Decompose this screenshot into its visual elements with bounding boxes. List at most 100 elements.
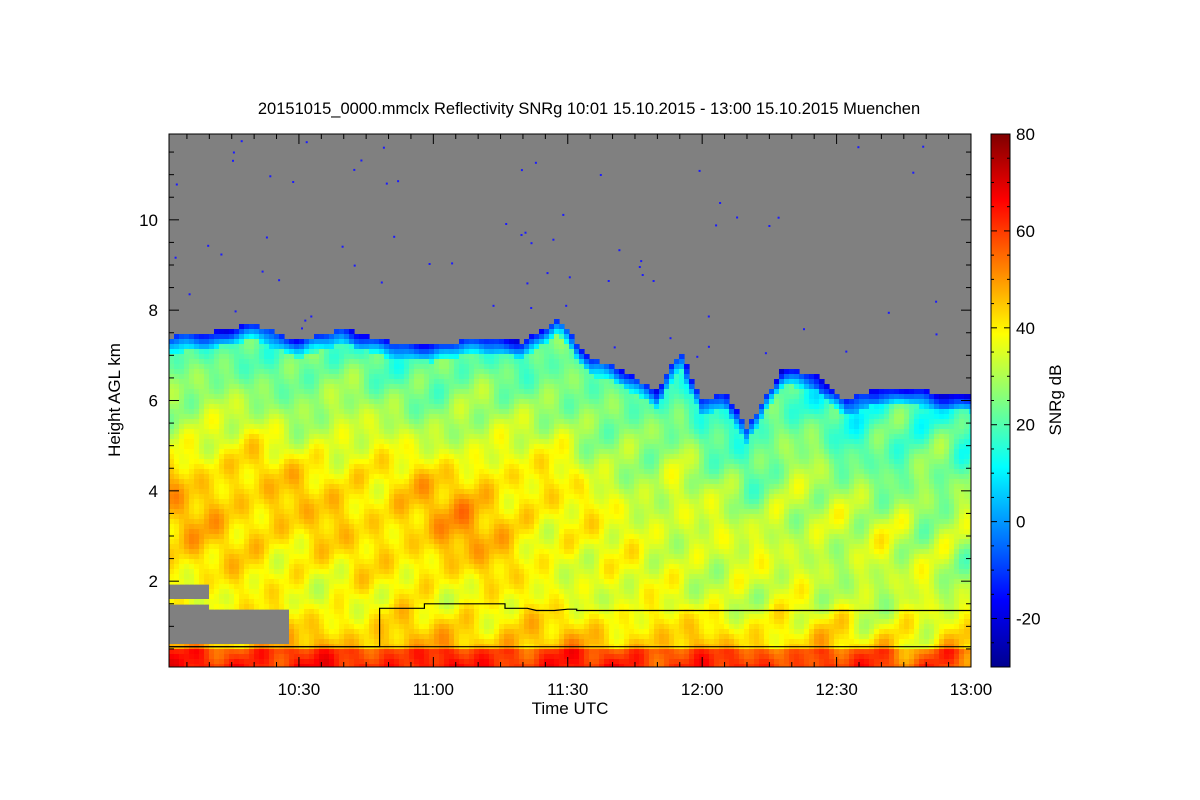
noise-pixel <box>310 315 313 318</box>
reflectivity-field <box>169 319 971 667</box>
noise-pixel <box>768 225 771 227</box>
y-axis-label: Height AGL km <box>105 343 124 457</box>
noise-pixel <box>534 161 537 164</box>
noise-pixel <box>397 180 400 183</box>
noise-pixels <box>174 140 938 358</box>
noise-pixel <box>696 355 699 358</box>
x-tick-label: 11:30 <box>547 680 588 699</box>
noise-pixel <box>261 270 264 273</box>
y-tick-label: 8 <box>149 301 158 320</box>
noise-pixel <box>220 253 223 256</box>
noise-pixel <box>652 280 655 282</box>
noise-pixel <box>232 159 234 162</box>
x-tick-label: 12:30 <box>815 680 858 699</box>
colorbar-tick-label: 0 <box>1016 513 1025 532</box>
noise-pixel <box>922 145 925 148</box>
noise-pixel <box>552 238 555 241</box>
y-tick-label: 10 <box>139 211 158 230</box>
noise-pixel <box>451 262 454 265</box>
noise-pixel <box>524 231 527 234</box>
noise-pixel <box>530 242 533 245</box>
noise-pixel <box>492 304 495 307</box>
line-series-layer <box>169 603 971 648</box>
noise-pixel <box>530 307 533 309</box>
x-axis-label: Time UTC <box>532 699 609 718</box>
chart-title: 20151015_0000.mmclx Reflectivity SNRg 10… <box>258 100 920 118</box>
x-tick-label: 10:30 <box>278 680 321 699</box>
noise-pixel <box>607 280 610 282</box>
noise-pixel <box>385 182 388 185</box>
colorbar: -20 0 20 40 60 80 SNRg dB <box>990 125 1065 668</box>
colorbar-tick-label: 20 <box>1016 416 1035 435</box>
noise-pixel <box>234 310 237 313</box>
x-tick-label: 11:00 <box>413 680 454 699</box>
noise-pixel <box>565 304 568 307</box>
y-tick-label: 2 <box>149 572 158 591</box>
noise-pixel <box>715 224 718 227</box>
noise-pixel <box>360 159 363 162</box>
noise-pixel <box>301 327 303 330</box>
noise-pixel <box>188 293 191 296</box>
noise-pixel <box>707 345 710 348</box>
noise-pixel <box>707 315 710 318</box>
noise-pixel <box>613 346 616 349</box>
noise-pixel <box>562 213 565 216</box>
series-line-1 <box>169 603 971 648</box>
noise-pixel <box>777 216 780 219</box>
y-tick-label: 4 <box>149 482 158 501</box>
colorbar-tick-label: 80 <box>1016 125 1035 144</box>
noise-pixel <box>353 168 356 171</box>
noise-pixel <box>618 249 621 252</box>
noise-pixel <box>428 263 431 265</box>
noise-pixel <box>568 276 571 279</box>
noise-pixel <box>269 175 272 178</box>
colorbar-tick-label: 40 <box>1016 319 1035 338</box>
noise-pixel <box>278 279 281 282</box>
noise-pixel <box>640 260 643 263</box>
noise-pixel <box>698 169 701 172</box>
noise-pixel <box>520 169 523 172</box>
colorbar-tick-label: -20 <box>1016 610 1041 629</box>
x-axis: 10:30 11:00 11:30 12:00 12:30 13:00 <box>186 134 993 699</box>
colorbar-ticks: -20 0 20 40 60 80 <box>991 125 1041 644</box>
noise-pixel <box>719 202 722 204</box>
noise-pixel <box>341 245 344 248</box>
noise-pixel <box>546 272 549 275</box>
y-axis: 2 4 6 8 10 <box>139 151 971 650</box>
noise-pixel <box>265 236 268 239</box>
noise-pixel <box>764 352 767 355</box>
noise-pixel <box>857 146 860 149</box>
noise-pixel <box>174 256 177 259</box>
noise-pixel <box>393 235 396 238</box>
noise-pixel <box>803 328 805 331</box>
noise-pixel <box>175 183 178 186</box>
colorbar-tick-label: 60 <box>1016 222 1035 241</box>
plot-area <box>169 134 971 667</box>
noise-pixel <box>240 140 243 143</box>
noise-pixel <box>505 223 508 225</box>
noise-pixel <box>638 266 641 268</box>
y-tick-label: 6 <box>149 392 158 411</box>
noise-pixel <box>232 151 235 154</box>
noise-pixel <box>599 174 602 176</box>
noise-pixel <box>887 311 890 314</box>
x-tick-label: 13:00 <box>950 680 993 699</box>
noise-pixel <box>736 216 739 219</box>
noise-pixel <box>353 264 356 267</box>
noise-pixel <box>305 141 308 144</box>
x-tick-label: 12:00 <box>681 680 724 699</box>
noise-pixel <box>669 337 672 340</box>
noise-pixel <box>520 234 523 236</box>
noise-pixel <box>380 281 383 284</box>
noise-pixel <box>207 244 210 247</box>
noise-pixel <box>292 181 295 183</box>
noise-pixel <box>935 300 938 303</box>
noise-pixel <box>912 171 915 174</box>
noise-pixel <box>935 333 938 336</box>
noise-pixel <box>526 282 529 285</box>
noise-pixel <box>641 274 644 276</box>
noise-pixel <box>382 146 385 149</box>
noise-pixel <box>845 350 848 353</box>
colorbar-label: SNRg dB <box>1046 365 1065 436</box>
